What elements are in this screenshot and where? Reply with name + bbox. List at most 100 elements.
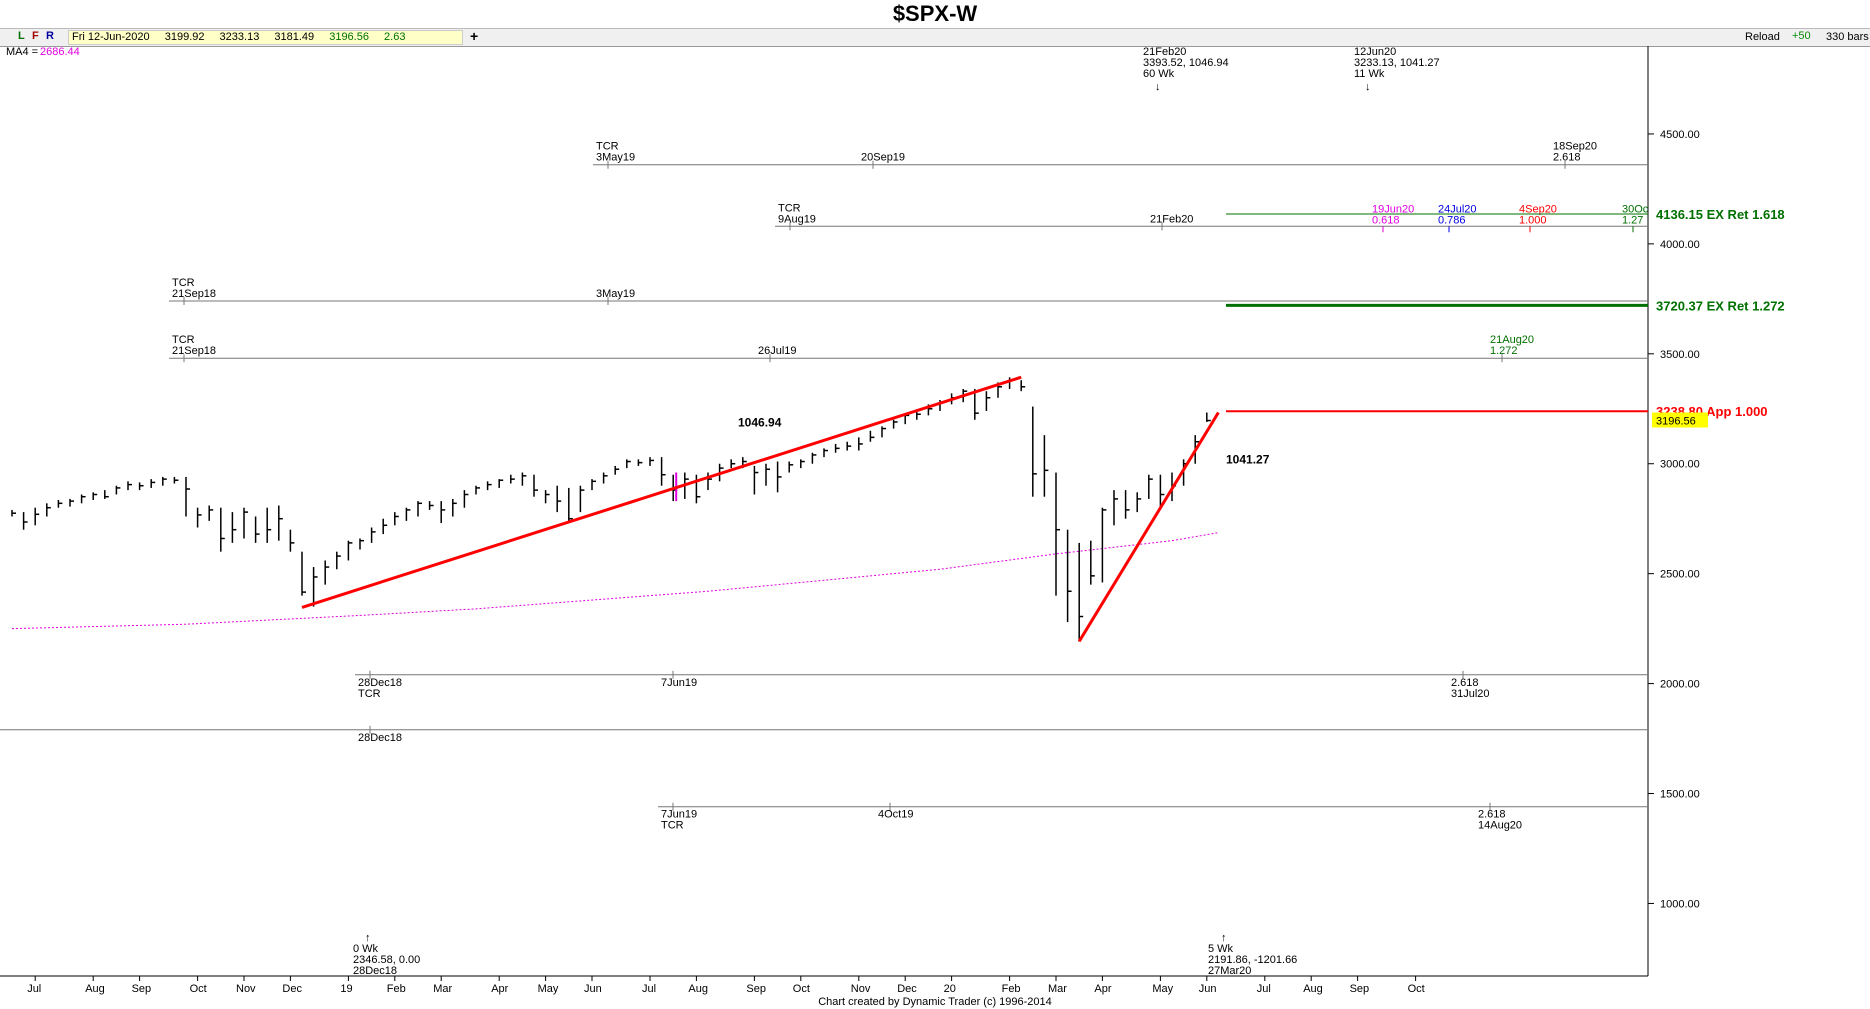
ohlc-bar — [765, 463, 770, 486]
line-button[interactable]: L — [18, 30, 25, 42]
ma-legend-label: MA4 = — [6, 46, 38, 58]
recent-annotation: 12Jun20 — [1354, 46, 1396, 58]
ma-legend-value: 2686.44 — [40, 46, 80, 58]
price-level-label: 4136.15 EX Ret 1.618 — [1656, 207, 1785, 222]
ohlc-bar — [788, 461, 794, 473]
reload-button[interactable]: Reload — [1745, 31, 1780, 43]
x-tick-label: Aug — [85, 983, 105, 995]
ohlc-bar — [1020, 380, 1026, 392]
pivot-label: 1046.94 — [738, 415, 782, 429]
ohlc-bar — [382, 518, 388, 535]
price-bars — [11, 377, 1211, 642]
ohlc-bar — [34, 507, 40, 526]
time-row-label: TCR — [596, 141, 619, 153]
time-row-label: TCR — [172, 334, 195, 346]
y-axis: 4500.00 4000.00 3500.00 3000.00 2500.00 2000.… — [1648, 129, 1700, 910]
ext-ratio-date: 30Oc — [1622, 203, 1649, 215]
ext-ratio-value: 1.000 — [1519, 214, 1547, 226]
ohlc-readout: Fri 12-Jun-2020 3199.92 3233.13 3181.49 … — [68, 30, 463, 45]
ohlc-bar — [1043, 435, 1049, 497]
x-tick-label: Jun — [1199, 983, 1217, 995]
time-row-label: 28Dec18 — [358, 677, 402, 689]
ohlc-bar — [730, 459, 736, 469]
time-row-label: 3May19 — [596, 152, 635, 164]
x-tick-label: Dec — [282, 983, 302, 995]
ohlc-bar — [243, 507, 248, 539]
low1-annotation: 0 Wk — [353, 943, 379, 955]
y-tick-label: 4000.00 — [1660, 239, 1700, 251]
time-row-label: 21Sep18 — [172, 345, 216, 357]
x-tick-label: Mar — [1048, 983, 1067, 995]
x-tick-label: Aug — [688, 983, 708, 995]
low2-annotation: 5 Wk — [1208, 943, 1234, 955]
time-row-label: 1.272 — [1490, 345, 1518, 357]
moving-average — [11, 532, 1219, 630]
ohlc-bar — [904, 414, 910, 425]
ohlc-bar — [498, 479, 504, 488]
ohlc-bar — [336, 551, 341, 570]
ohlc-bar — [660, 457, 666, 486]
time-row-label: 18Sep20 — [1553, 141, 1597, 153]
ohlc-bar — [312, 567, 318, 607]
ratio-button[interactable]: R — [46, 30, 54, 42]
pivot-label: 1041.27 — [1226, 453, 1270, 467]
price-chart[interactable]: MA4 = 2686.44 4500.00 4000.00 3500.00 3000.… — [0, 46, 1870, 996]
ohlc-bar — [57, 500, 63, 508]
ohlc-bar — [417, 501, 422, 517]
y-tick-label: 3000.00 — [1660, 459, 1700, 471]
ohlc-bar — [1124, 490, 1130, 519]
ohlc-change: 2.63 — [384, 31, 406, 43]
ohlc-bar — [881, 426, 886, 438]
time-row-label: TCR — [172, 277, 195, 289]
x-tick-label: Oct — [190, 983, 207, 995]
recent-arrow: ↓ — [1365, 81, 1371, 93]
ohlc-bar — [115, 485, 121, 495]
y-tick-label: 2500.00 — [1660, 569, 1700, 581]
ohlc-bar — [92, 492, 98, 501]
add-symbol-button[interactable]: + — [470, 28, 479, 44]
last-price-label: 3196.56 — [1656, 416, 1696, 428]
ohlc-bar — [1113, 490, 1118, 526]
ohlc-bar — [11, 509, 16, 517]
time-row-label: 20Sep19 — [861, 152, 905, 164]
x-tick-label: Nov — [851, 983, 871, 995]
ohlc-bar — [475, 485, 480, 495]
recent-annotation: 11 Wk — [1354, 68, 1385, 80]
ohlc-bar — [521, 472, 527, 486]
ohlc-bar — [1159, 474, 1165, 508]
time-row-label: 2.618 — [1451, 677, 1479, 689]
x-tick-label: Dec — [897, 983, 917, 995]
x-tick-label: Nov — [236, 983, 256, 995]
price-levels: 4136.15 EX Ret 1.618 3720.37 EX Ret 1.272… — [1226, 207, 1785, 428]
bar-offset: +50 — [1792, 30, 1811, 42]
ohlc-bar — [104, 490, 109, 499]
last-price-bg — [1652, 412, 1708, 428]
time-row-label: 7Jun19 — [661, 809, 697, 821]
fib-button[interactable]: F — [32, 30, 39, 42]
ohlc-bar — [173, 476, 179, 484]
ohlc-bar — [463, 490, 469, 508]
ohlc-bar — [602, 472, 608, 484]
ma-legend: MA4 = 2686.44 — [6, 46, 80, 58]
ohlc-bar — [127, 481, 132, 491]
ohlc-low: 3181.49 — [274, 31, 315, 43]
time-row-label: 2.618 — [1478, 809, 1506, 821]
time-row-label: 9Aug19 — [778, 213, 816, 225]
ohlc-bar — [892, 419, 898, 429]
ohlc-bar — [150, 479, 156, 488]
x-tick-label: May — [538, 983, 559, 995]
ohlc-open: 3199.92 — [164, 31, 205, 43]
ohlc-bar — [359, 538, 364, 550]
time-row-label: TCR — [358, 688, 381, 700]
chart-title: $SPX-W — [892, 1, 978, 26]
ohlc-bar — [776, 461, 782, 493]
high-arrow: ↓ — [1155, 81, 1161, 93]
y-tick-label: 2000.00 — [1660, 679, 1700, 691]
ohlc-bar — [46, 503, 51, 517]
ohlc-bar — [69, 498, 74, 507]
ohlc-bar — [626, 459, 631, 469]
y-tick-label: 1000.00 — [1660, 898, 1700, 910]
ohlc-bar — [185, 476, 190, 517]
